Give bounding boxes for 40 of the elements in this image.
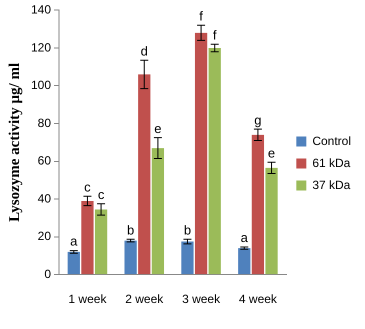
y-tick-label: 0	[44, 266, 52, 281]
data-label: e	[154, 120, 162, 136]
bar	[68, 252, 80, 274]
legend-label: 61 kDa	[312, 156, 351, 170]
legend-label: 37 kDa	[312, 178, 351, 192]
y-tick-label: 140	[30, 2, 52, 17]
bar	[152, 148, 164, 274]
x-tick-label: 2 week	[125, 292, 164, 306]
data-label: c	[98, 186, 105, 202]
bar	[138, 74, 150, 274]
bar	[238, 248, 250, 274]
data-label: f	[199, 8, 204, 24]
data-label: g	[254, 112, 262, 128]
bar	[81, 200, 94, 274]
data-label: b	[184, 222, 192, 238]
x-tick-label: 4 week	[238, 292, 278, 306]
data-label: d	[140, 43, 148, 58]
y-axis-title: Lysozyme activity µg/ ml	[6, 62, 23, 222]
data-label: f	[212, 27, 217, 42]
x-tick-label: 1 week	[68, 292, 108, 306]
data-label: a	[240, 230, 249, 246]
bar	[252, 134, 264, 274]
bar	[181, 242, 194, 274]
bar	[94, 209, 108, 274]
data-label: e	[268, 145, 276, 160]
data-label: c	[84, 179, 92, 194]
y-tick-label: 40	[38, 191, 52, 206]
legend-label: Control	[312, 134, 352, 148]
y-tick-label: 20	[38, 229, 52, 244]
y-tick-label: 60	[38, 154, 52, 168]
bar	[265, 168, 278, 274]
y-tick-label: 100	[30, 78, 52, 92]
bar	[208, 48, 221, 274]
data-label: b	[127, 222, 134, 238]
x-tick-label: 3 week	[182, 292, 222, 306]
y-tick-label: 80	[38, 116, 52, 130]
data-label: a	[70, 234, 78, 249]
y-tick-label: 120	[30, 40, 52, 54]
bar	[124, 240, 137, 274]
bar	[194, 32, 208, 274]
